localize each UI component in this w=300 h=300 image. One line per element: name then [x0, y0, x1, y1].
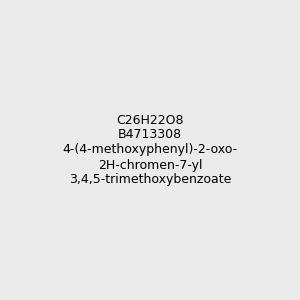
Text: C26H22O8
B4713308
4-(4-methoxyphenyl)-2-oxo-
2H-chromen-7-yl
3,4,5-trimethoxyben: C26H22O8 B4713308 4-(4-methoxyphenyl)-2-…	[62, 113, 238, 187]
